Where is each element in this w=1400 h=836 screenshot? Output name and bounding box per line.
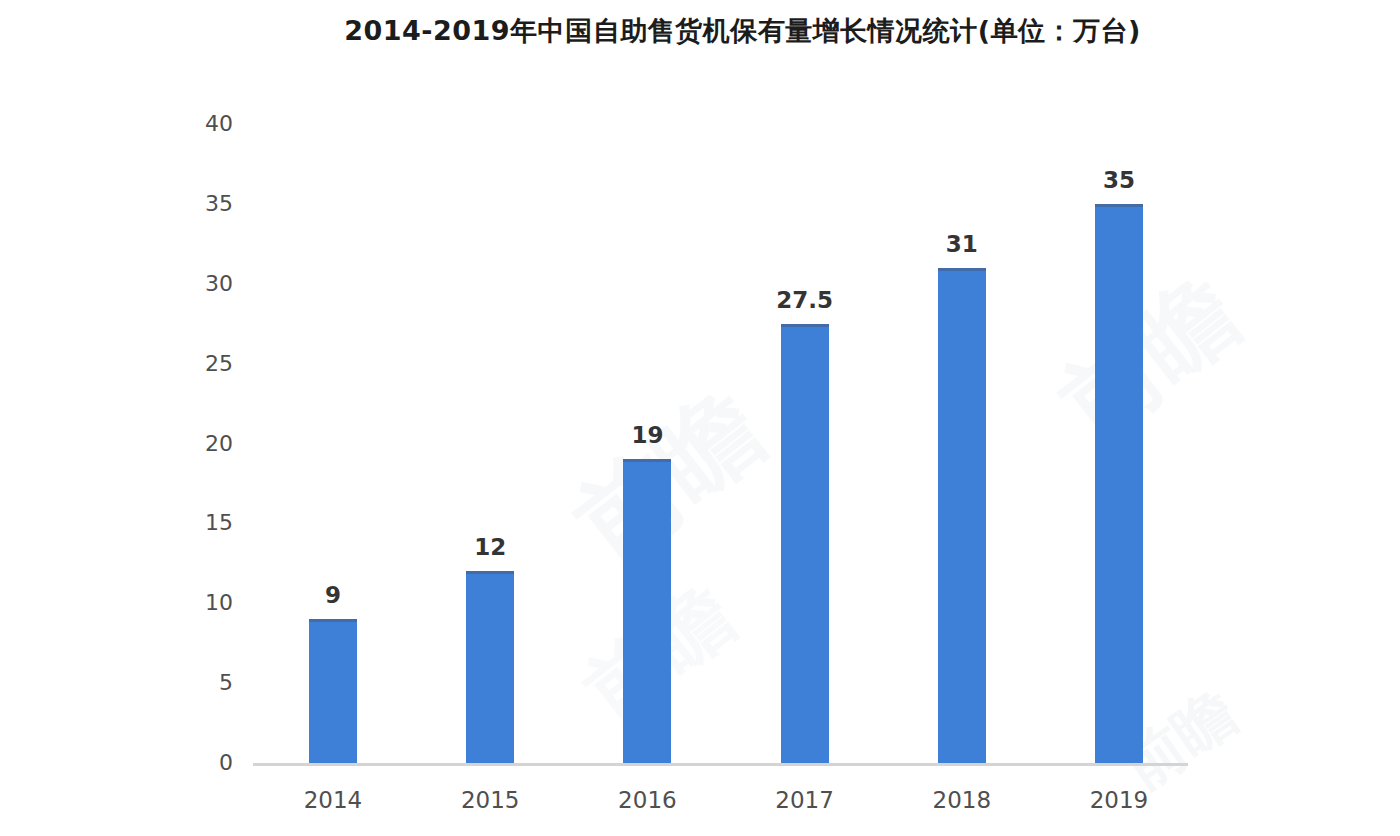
bar [309,619,357,763]
y-axis-tick-label: 0 [60,749,233,777]
y-axis-tick-label: 25 [60,350,233,378]
y-axis-tick-label: 15 [60,509,233,537]
x-axis-tick-label: 2015 [420,786,560,814]
y-axis-tick-label: 10 [60,589,233,617]
bar-value-label: 31 [892,229,1032,259]
bar-value-label: 27.5 [735,285,875,315]
y-axis-tick-label: 35 [60,190,233,218]
y-axis-tick-label: 20 [60,430,233,458]
x-axis-tick-label: 2014 [263,786,403,814]
bar [466,571,514,763]
x-axis-tick-label: 2019 [1049,786,1189,814]
chart-title: 2014-2019年中国自助售货机保有量增长情况统计(单位：万台) [0,13,1400,49]
y-axis-tick-label: 40 [60,110,233,138]
y-axis-tick-label: 30 [60,270,233,298]
x-axis-tick-label: 2016 [577,786,717,814]
bar-chart: 2014-2019年中国自助售货机保有量增长情况统计(单位：万台) 前瞻前瞻前瞻… [0,0,1400,836]
bar-value-label: 12 [420,532,560,562]
bar [623,459,671,763]
x-axis-line [253,763,1188,766]
watermark: 前瞻 [1036,250,1265,468]
bar [1095,204,1143,763]
x-axis-tick-label: 2017 [735,786,875,814]
bar-value-label: 35 [1049,165,1189,195]
x-axis-tick-label: 2018 [892,786,1032,814]
bar-value-label: 9 [263,580,403,610]
bar [781,324,829,763]
bar [938,268,986,763]
bar-value-label: 19 [577,420,717,450]
y-axis-tick-label: 5 [60,669,233,697]
